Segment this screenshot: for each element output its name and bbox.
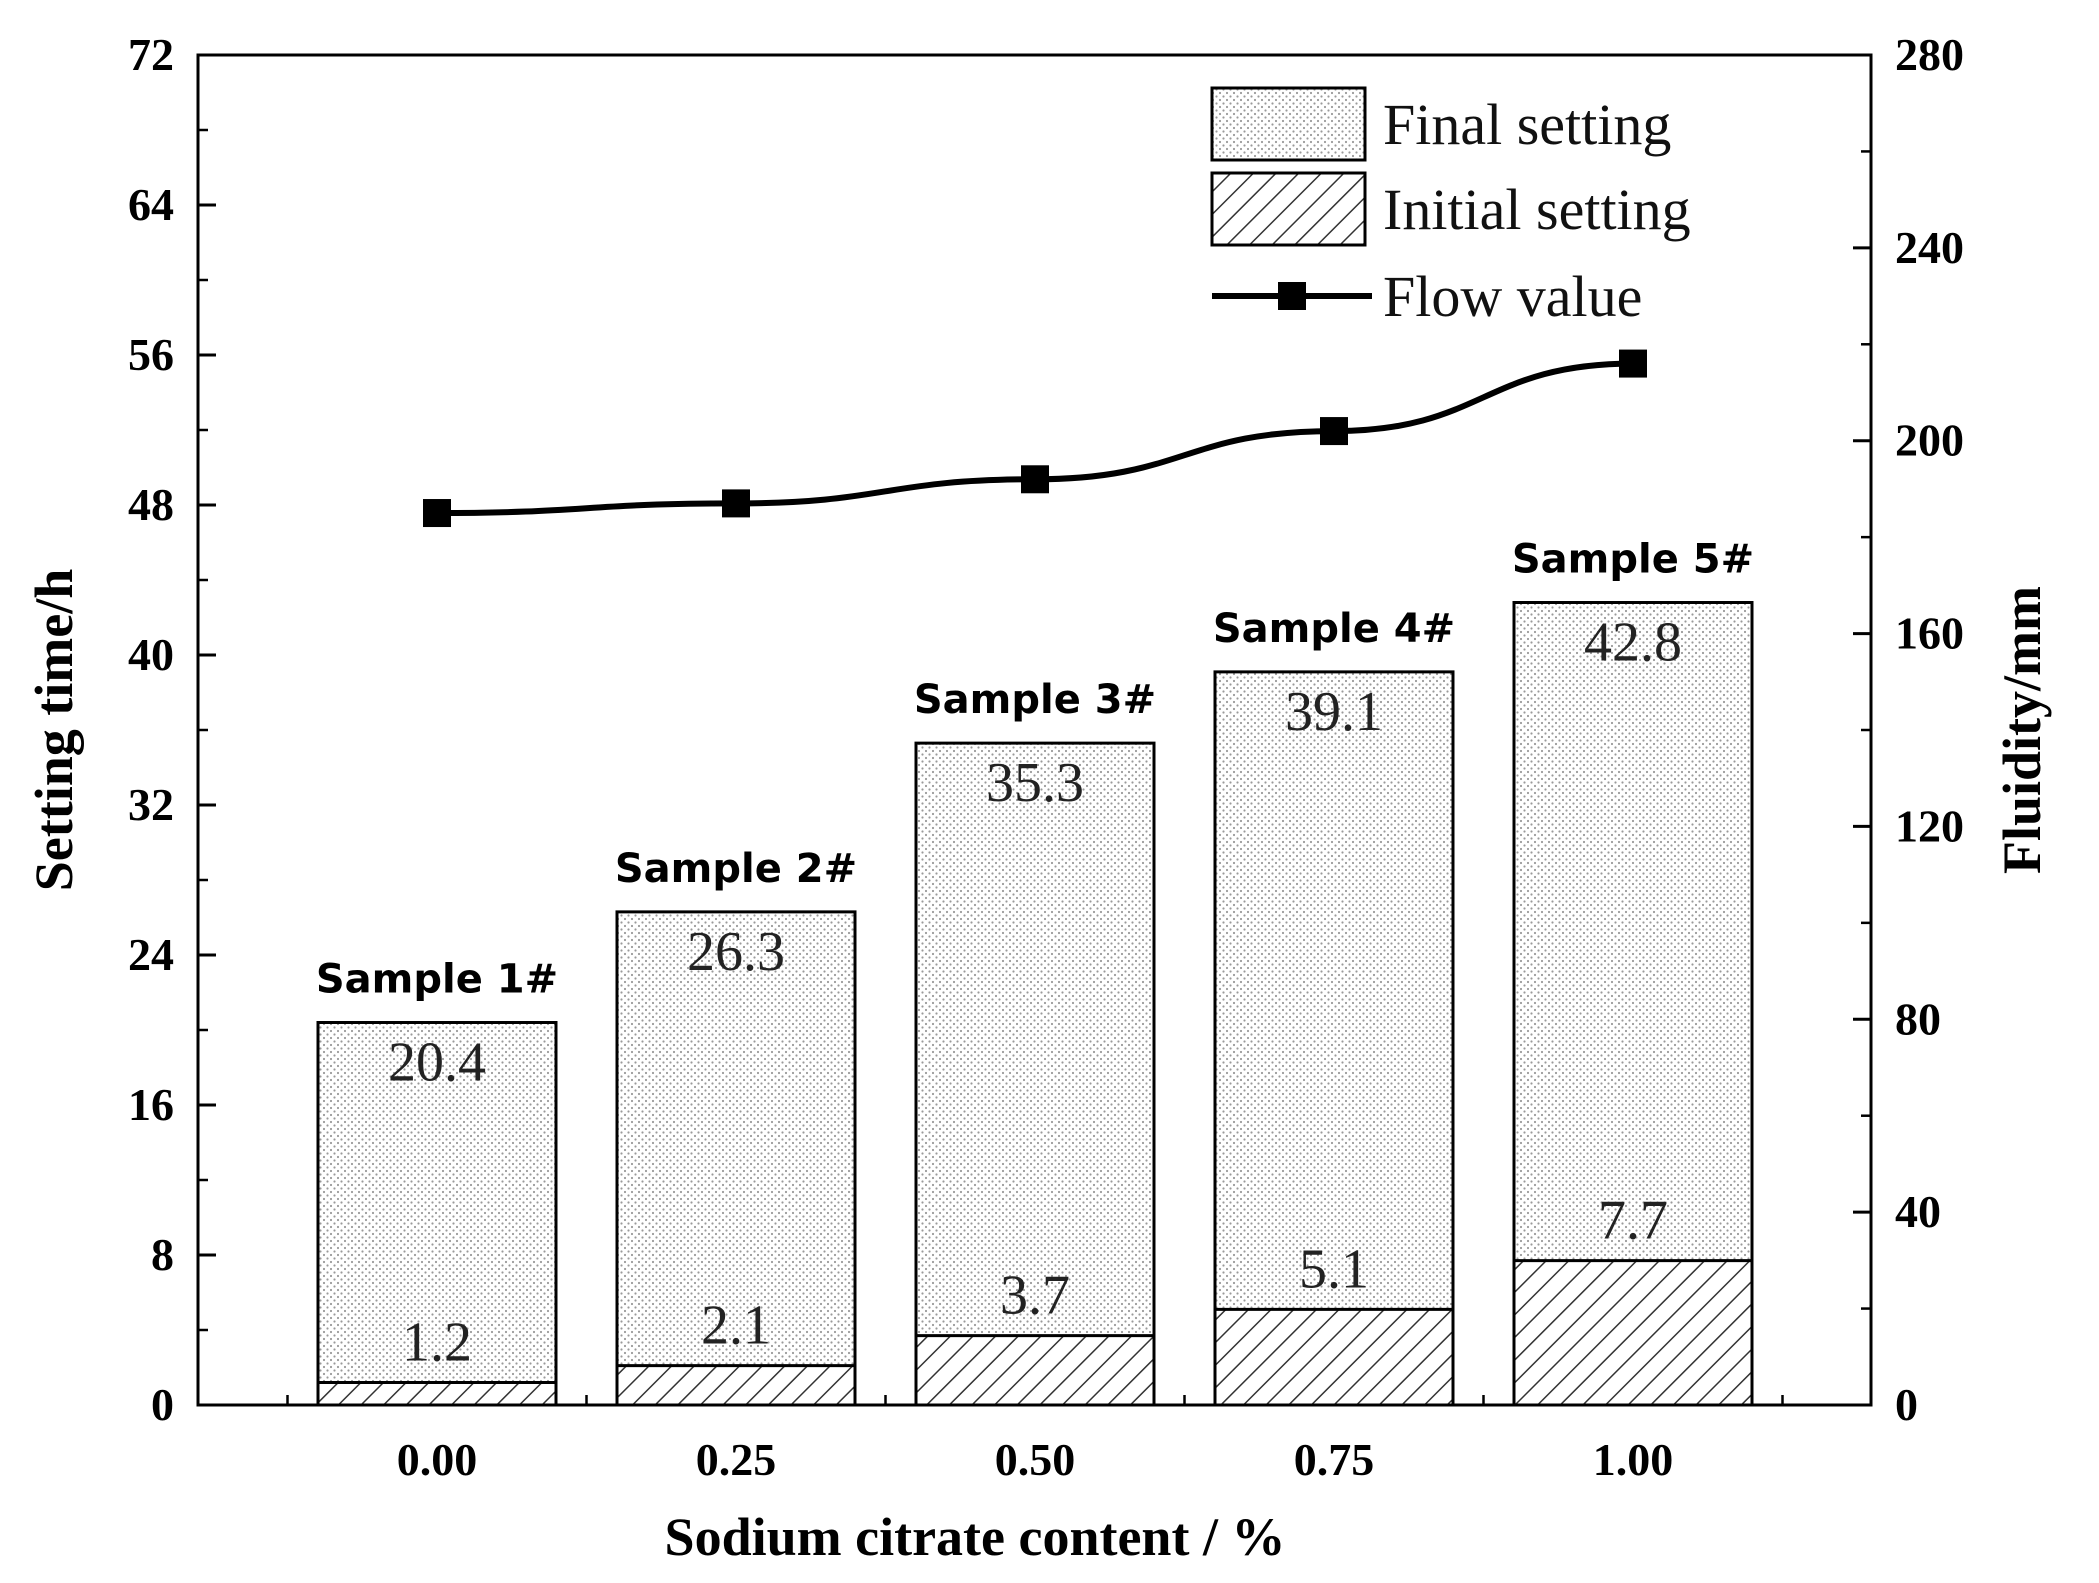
flow-value-point-2 [722,489,750,518]
legend-swatch-initial-setting [1210,171,1367,247]
legend: Final setting Initial setting Flow value [1210,86,1691,329]
y2-tick-label: 280 [1895,29,1964,80]
bar-initial-setting-4 [1213,1307,1455,1407]
legend-label-flow-value: Flow value [1383,264,1642,329]
y2-tick-label: 120 [1895,800,1964,851]
legend-label-final-setting: Final setting [1383,92,1671,157]
x-tick-label: 0.75 [1294,1434,1375,1485]
y2-tick-label: 160 [1895,608,1964,659]
y2-tick-label: 0 [1895,1379,1918,1430]
y2-axis-title: Fluidity/mm [1992,586,2052,874]
y-tick-label: 32 [128,779,174,830]
flow-value-point-1 [423,499,451,528]
y2-tick-label: 240 [1895,222,1964,273]
y-tick-label: 8 [151,1229,174,1280]
bar-initial-setting-3 [914,1334,1156,1407]
flow-value-point-5 [1619,349,1647,378]
y-tick-label: 48 [128,479,174,530]
initial-setting-value-label: 2.1 [701,1295,771,1357]
x-tick-label: 0.25 [696,1434,777,1485]
legend-swatch-final-setting [1210,86,1367,162]
bar-final-setting-1 [316,1021,558,1407]
bar-labels: 20.4 1.2 Sample 1# 26.3 2.1 Sample 2# 35.3 3.7 S… [316,537,1754,1374]
x-tick-label: 1.00 [1593,1434,1674,1485]
initial-setting-value-label: 7.7 [1598,1190,1668,1252]
bar-final-setting-4 [1213,670,1455,1407]
sample-label-2: Sample 2# [615,846,857,892]
y-tick-label: 64 [128,179,174,230]
bar-initial-setting-2 [615,1364,857,1407]
axes: 0 8 16 24 32 40 48 56 64 72 0 40 80 120 160 200 240 280 0.… [128,29,1964,1485]
y-tick-label: 24 [128,929,174,980]
y-tick-label: 0 [151,1379,174,1430]
x-axis-title: Sodium citrate content / % [665,1507,1286,1567]
y-tick-label: 16 [128,1079,174,1130]
final-setting-value-label: 26.3 [687,921,785,983]
legend-marker-flow-value [1278,282,1306,310]
final-setting-value-label: 20.4 [388,1032,486,1094]
y-tick-label: 72 [128,29,174,80]
bars [316,601,1754,1407]
y2-tick-label: 200 [1895,415,1964,466]
y-axis-title: Setting time/h [24,569,84,891]
initial-setting-value-label: 1.2 [402,1312,472,1374]
flow-value-point-4 [1320,417,1348,446]
flow-value-point-3 [1021,465,1049,494]
x-tick-label: 0.50 [995,1434,1076,1485]
bar-final-setting-2 [615,910,857,1407]
initial-setting-value-label: 3.7 [1000,1265,1070,1327]
final-setting-value-label: 39.1 [1285,681,1383,743]
y2-tick-label: 80 [1895,993,1941,1044]
bar-initial-setting-1 [316,1381,558,1407]
y-tick-label: 56 [128,329,174,380]
sample-label-5: Sample 5# [1512,537,1754,583]
final-setting-value-label: 35.3 [986,752,1084,814]
final-setting-value-label: 42.8 [1584,612,1682,674]
flow-line [423,349,1647,528]
sample-label-3: Sample 3# [914,677,1156,723]
legend-label-initial-setting: Initial setting [1383,177,1691,242]
x-tick-label: 0.00 [397,1434,478,1485]
initial-setting-value-label: 5.1 [1299,1238,1369,1300]
sample-label-4: Sample 4# [1213,606,1455,652]
y-tick-label: 40 [128,629,174,680]
sample-label-1: Sample 1# [316,957,558,1003]
bar-initial-setting-5 [1512,1259,1754,1407]
y2-tick-label: 40 [1895,1186,1941,1237]
